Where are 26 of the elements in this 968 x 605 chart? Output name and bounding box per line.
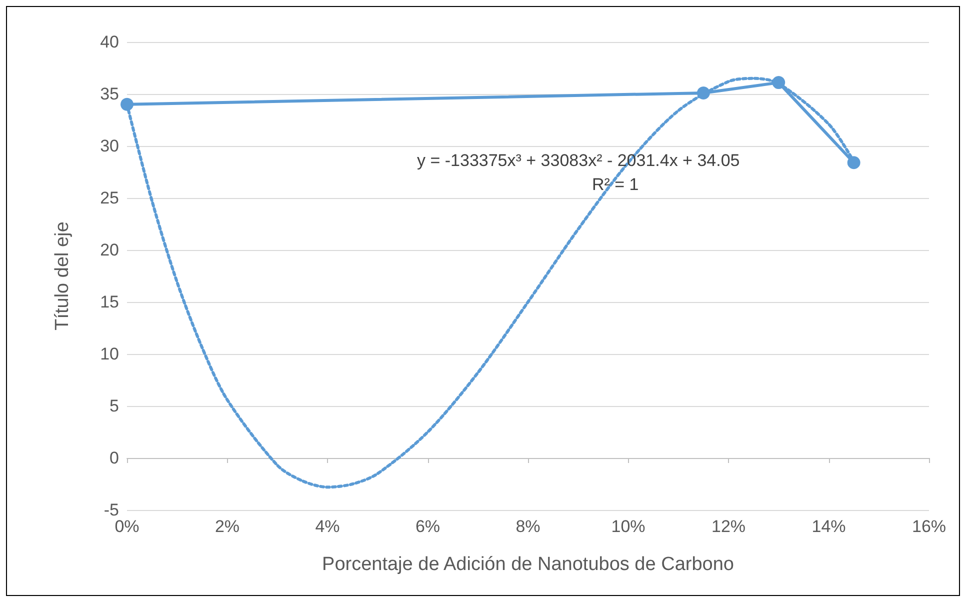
x-tick-label: 12%: [711, 517, 746, 536]
y-tick-label: 15: [100, 292, 119, 312]
x-tick-label: 0%: [114, 517, 140, 536]
y-tick-label: 30: [100, 136, 119, 156]
x-tick-label: 16%: [912, 517, 946, 536]
y-tick-label: 10: [100, 344, 119, 364]
point: [120, 98, 134, 111]
y-tick-label: 0: [110, 448, 119, 468]
y-tick-label: 35: [100, 84, 119, 104]
x-tick-label: 2%: [214, 517, 240, 536]
y-axis-title: Título del eje: [52, 222, 73, 330]
x-axis-title: Porcentaje de Adición de Nanotubos de Carbono: [322, 554, 734, 575]
x-tick-label: 4%: [315, 517, 340, 536]
y-tick-label: 40: [100, 32, 119, 52]
point: [772, 76, 786, 90]
point: [847, 156, 860, 170]
y-tick-label: 25: [100, 188, 119, 208]
point: [696, 86, 710, 100]
annotation: R² = 1: [592, 175, 639, 194]
x-tick-label: 6%: [415, 517, 440, 536]
y-tick-label: 5: [110, 396, 119, 416]
y-tick-label: 20: [100, 240, 119, 260]
x-tick-label: 10%: [611, 517, 646, 536]
x-tick-label: 14%: [812, 517, 846, 536]
y-tick-label: -5: [104, 500, 119, 520]
x-tick-label: 8%: [516, 517, 540, 536]
